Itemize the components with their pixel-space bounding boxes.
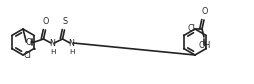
Text: H: H (69, 48, 74, 55)
Text: Cl: Cl (186, 24, 194, 33)
Text: O: O (200, 7, 207, 16)
Text: Cl: Cl (24, 51, 32, 60)
Text: H: H (50, 48, 55, 55)
Text: O: O (25, 37, 31, 47)
Text: N: N (68, 38, 74, 47)
Text: S: S (62, 17, 67, 26)
Text: N: N (49, 38, 55, 47)
Text: OH: OH (198, 41, 210, 50)
Text: O: O (43, 17, 49, 26)
